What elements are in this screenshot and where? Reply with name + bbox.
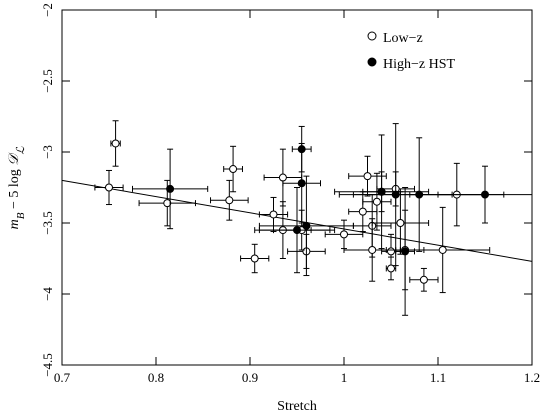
legend-label: Low−z [383, 31, 423, 46]
point [293, 226, 301, 235]
point [297, 145, 306, 154]
y-axis-title-part: ℒ [15, 146, 27, 155]
y-tick-label: −4.5 [40, 353, 55, 377]
y-axis-title: mB − 5 log 𝒟ℒ [7, 146, 27, 230]
point [396, 219, 405, 227]
point [358, 207, 367, 216]
legend-marker [367, 31, 377, 41]
legend-label: High−z HST [383, 57, 456, 72]
point [481, 190, 489, 199]
point [105, 183, 113, 192]
x-tick-label: 0.8 [148, 370, 164, 385]
x-tick-label: 0.9 [242, 370, 258, 385]
x-tick-label: 0.7 [54, 370, 71, 385]
y-tick-label: −4 [40, 287, 55, 301]
point [111, 139, 120, 148]
point [269, 210, 278, 219]
y-axis-title-part: 𝒟 [7, 152, 22, 166]
point [302, 221, 311, 230]
y-axis-title-part: m [7, 219, 22, 229]
y-tick-label: −3.5 [40, 211, 55, 235]
y-tick-label: −3 [40, 145, 55, 159]
point [229, 165, 238, 174]
point [340, 230, 348, 239]
x-axis-title: Stretch [277, 399, 317, 414]
point [387, 264, 395, 273]
point [368, 245, 377, 254]
y-axis-title-part: − 5 log [7, 166, 22, 213]
point [363, 172, 372, 181]
x-tick-label: 1.2 [524, 370, 540, 385]
plot-frame [61, 9, 533, 366]
point [415, 190, 424, 199]
y-tick-label: −2.5 [40, 69, 55, 93]
point [297, 179, 306, 188]
x-tick-label: 1.1 [430, 370, 446, 385]
point [163, 199, 172, 208]
point [372, 197, 381, 206]
point [166, 184, 175, 193]
point [401, 247, 410, 256]
point [377, 187, 386, 196]
x-tick-label: 1 [341, 370, 348, 385]
point [387, 247, 395, 256]
point [250, 254, 259, 263]
point [278, 173, 287, 182]
point [438, 245, 447, 254]
y-axis-title-part: B [15, 212, 27, 219]
y-tick-label: −2 [40, 3, 55, 17]
legend-marker [367, 57, 377, 67]
point [225, 196, 234, 205]
point [419, 275, 428, 284]
